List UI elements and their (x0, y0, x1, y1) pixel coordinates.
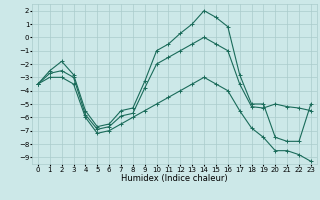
X-axis label: Humidex (Indice chaleur): Humidex (Indice chaleur) (121, 174, 228, 183)
